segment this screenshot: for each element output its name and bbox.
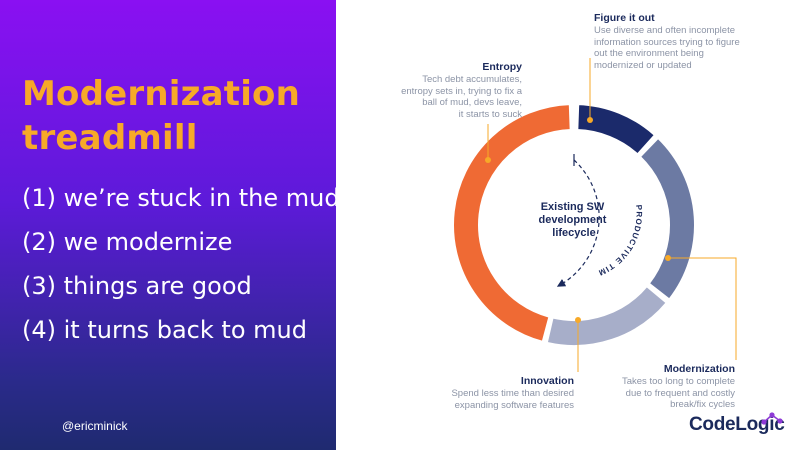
codelogic-logo: CodeLogic <box>689 414 785 435</box>
segment-entropy <box>452 103 572 344</box>
innovation-label: Innovation Spend less time than desired … <box>430 374 574 411</box>
stage-description: break/fix cycles <box>670 399 735 410</box>
connector-entropy-dot <box>485 157 491 163</box>
point-item: (2) we modernize <box>22 228 233 256</box>
stage-name: Entropy <box>482 61 522 73</box>
stage-description: Takes too long to complete <box>621 376 735 387</box>
stage-description: modernized or updated <box>594 59 692 71</box>
point-list: (1) we’re stuck in the mud (2) we modern… <box>22 176 340 352</box>
stage-description: it starts to suck <box>458 108 522 120</box>
point-item: (1) we’re stuck in the mud <box>22 184 340 212</box>
stage-description: entropy sets in, trying to fix a <box>401 85 522 97</box>
modernization-label: Modernization Takes too long to complete… <box>599 362 735 411</box>
productive-time-arrow <box>556 159 600 287</box>
stage-name: Figure it out <box>594 12 655 24</box>
connector-modernization <box>668 257 737 360</box>
stage-name: Modernization <box>663 363 735 375</box>
center-label: Existing SW development lifecycle <box>539 201 610 239</box>
segment-innovation <box>545 284 669 347</box>
stage-name: Innovation <box>520 375 574 387</box>
point-item: (4) it turns back to mud <box>22 316 307 344</box>
stage-description: Use diverse and often incomplete <box>594 25 735 36</box>
stage-description: due to frequent and costly <box>625 387 735 399</box>
segment-figure <box>576 103 657 156</box>
stage-description: Tech debt accumulates, <box>422 74 522 85</box>
connector-figure-dot <box>587 117 593 123</box>
slide-title: Modernization treadmill <box>22 74 301 158</box>
left-panel: Modernization treadmill (1) we’re stuck … <box>0 0 340 450</box>
stage-description: information sources trying to figure <box>594 36 740 48</box>
entropy-label: Entropy Tech debt accumulates, entropy s… <box>364 60 522 120</box>
connector-innovation-dot <box>575 317 581 323</box>
figure-it-out-label: Figure it out Use diverse and often inco… <box>594 11 764 71</box>
stage-description: out the environment being <box>594 48 704 59</box>
author-handle: @ericminick <box>62 419 128 433</box>
stage-description: expanding software features <box>454 399 574 411</box>
point-item: (3) things are good <box>22 272 252 300</box>
segment-modernization <box>638 136 696 301</box>
connector-modernization-dot <box>665 255 671 261</box>
stage-description: Spend less time than desired <box>451 388 574 399</box>
logo-network-icon <box>761 412 783 425</box>
stage-description: ball of mud, devs leave, <box>422 97 522 108</box>
